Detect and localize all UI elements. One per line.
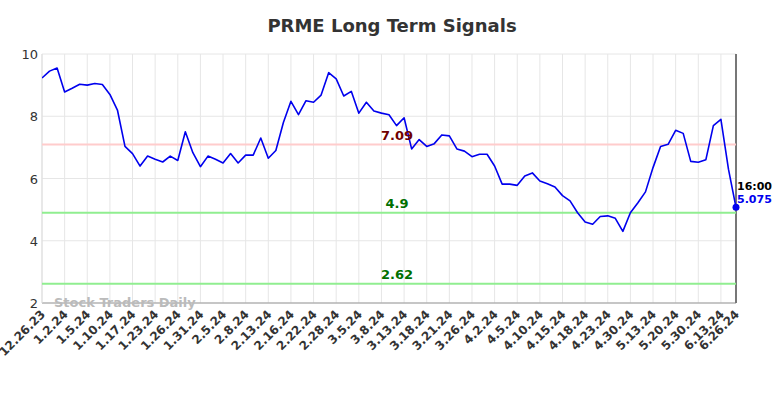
grid-line-x bbox=[539, 54, 540, 303]
grid-line-x bbox=[698, 54, 699, 303]
grid-line-x bbox=[471, 54, 472, 303]
end-line bbox=[735, 54, 737, 303]
grid-line-x bbox=[449, 54, 450, 303]
plot bbox=[42, 68, 736, 284]
grid-line-x bbox=[223, 54, 224, 303]
grid-line bbox=[42, 178, 736, 179]
grid-line-x bbox=[607, 54, 608, 303]
x-tick-label: 6.26.24 bbox=[696, 307, 742, 353]
chart: PRME Long Term Signals24681012.26.231.2.… bbox=[0, 0, 784, 398]
y-axis bbox=[42, 54, 43, 303]
watermark: Stock Traders Daily bbox=[54, 295, 196, 310]
grid-line-x bbox=[517, 54, 518, 303]
grid-line-x bbox=[245, 54, 246, 303]
grid-line-x bbox=[177, 54, 178, 303]
signal-label: 2.62 bbox=[381, 267, 413, 282]
grid-line-x bbox=[585, 54, 586, 303]
signal-label: 4.9 bbox=[385, 196, 408, 211]
grid-line-x bbox=[200, 54, 201, 303]
signal-label: 7.09 bbox=[381, 128, 413, 143]
grid-line-x bbox=[736, 54, 737, 303]
grid bbox=[42, 54, 736, 303]
grid-line-x bbox=[109, 54, 110, 303]
grid-line-x bbox=[336, 54, 337, 303]
grid-line-x bbox=[313, 54, 314, 303]
grid-line-x bbox=[630, 54, 631, 303]
grid-line-x bbox=[381, 54, 382, 303]
y-tick-label: 10 bbox=[21, 47, 38, 62]
grid-line-x bbox=[358, 54, 359, 303]
grid-line bbox=[42, 54, 736, 55]
grid-line-x bbox=[494, 54, 495, 303]
grid-line-x bbox=[720, 54, 721, 303]
grid-line-x bbox=[87, 54, 88, 303]
y-tick-label: 8 bbox=[30, 109, 38, 124]
price-line bbox=[42, 68, 736, 231]
y-tick-label: 6 bbox=[30, 172, 38, 187]
grid-line bbox=[42, 240, 736, 241]
grid-line-x bbox=[290, 54, 291, 303]
grid-line-x bbox=[42, 54, 43, 303]
grid-line-x bbox=[404, 54, 405, 303]
grid-line-x bbox=[426, 54, 427, 303]
grid-line-x bbox=[562, 54, 563, 303]
grid-line-x bbox=[653, 54, 654, 303]
time-label: 16:00 bbox=[737, 180, 772, 193]
grid-line-x bbox=[675, 54, 676, 303]
signal-line bbox=[42, 144, 736, 146]
grid-line-x bbox=[268, 54, 269, 303]
grid-line-x bbox=[155, 54, 156, 303]
last-value-label: 5.075 bbox=[737, 193, 772, 206]
y-tick-label: 4 bbox=[30, 234, 38, 249]
signal-line bbox=[42, 283, 736, 285]
grid-line-x bbox=[132, 54, 133, 303]
title: PRME Long Term Signals bbox=[267, 15, 516, 36]
